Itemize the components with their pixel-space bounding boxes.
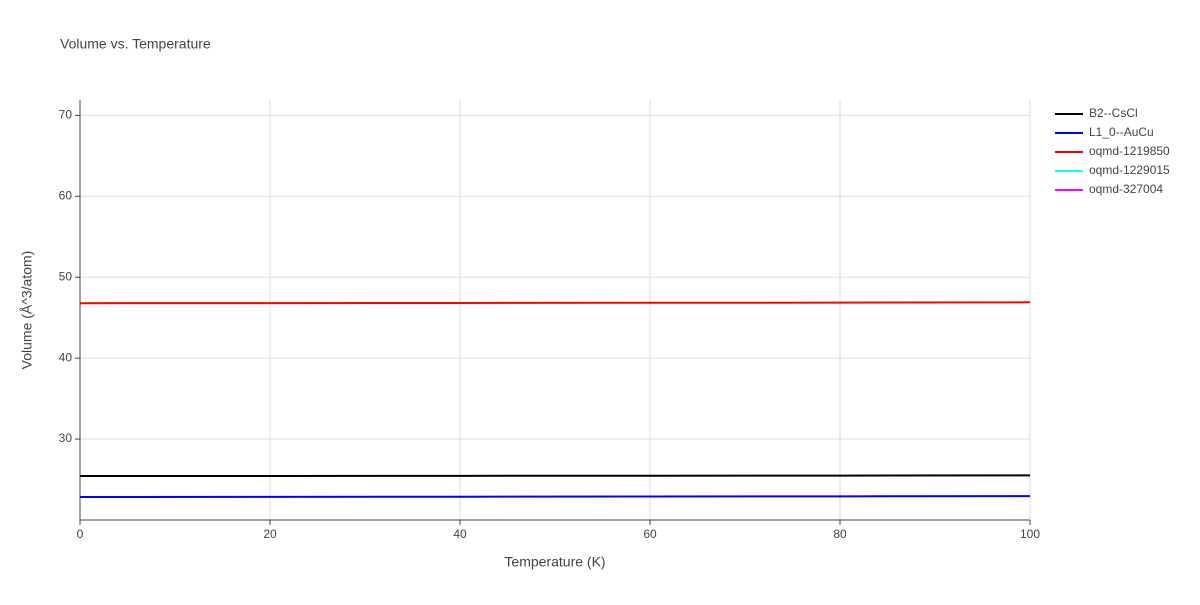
- y-tick-label: 60: [59, 188, 73, 202]
- legend-label: L1_0--AuCu: [1089, 125, 1154, 139]
- x-tick-label: 0: [77, 527, 84, 541]
- chart-title: Volume vs. Temperature: [60, 36, 211, 52]
- series-line: [79, 495, 1031, 499]
- x-axis-label: Temperature (K): [504, 554, 605, 570]
- x-tick-label: 40: [453, 527, 467, 541]
- x-tick-label: 20: [263, 527, 277, 541]
- legend-label: oqmd-327004: [1089, 182, 1163, 196]
- y-tick-label: 50: [59, 269, 73, 283]
- legend-label: oqmd-1229015: [1089, 163, 1170, 177]
- y-axis-label: Volume (Å^3/atom): [19, 251, 35, 370]
- x-tick-label: 80: [833, 527, 847, 541]
- series-line: [79, 301, 1031, 305]
- series-line: [79, 474, 1031, 478]
- legend-label: B2--CsCl: [1089, 106, 1138, 120]
- x-tick-label: 100: [1020, 527, 1040, 541]
- y-tick-label: 70: [59, 108, 73, 122]
- legend-label: oqmd-1219850: [1089, 144, 1170, 158]
- y-tick-label: 40: [59, 350, 73, 364]
- y-tick-label: 30: [59, 431, 73, 445]
- x-tick-label: 60: [643, 527, 657, 541]
